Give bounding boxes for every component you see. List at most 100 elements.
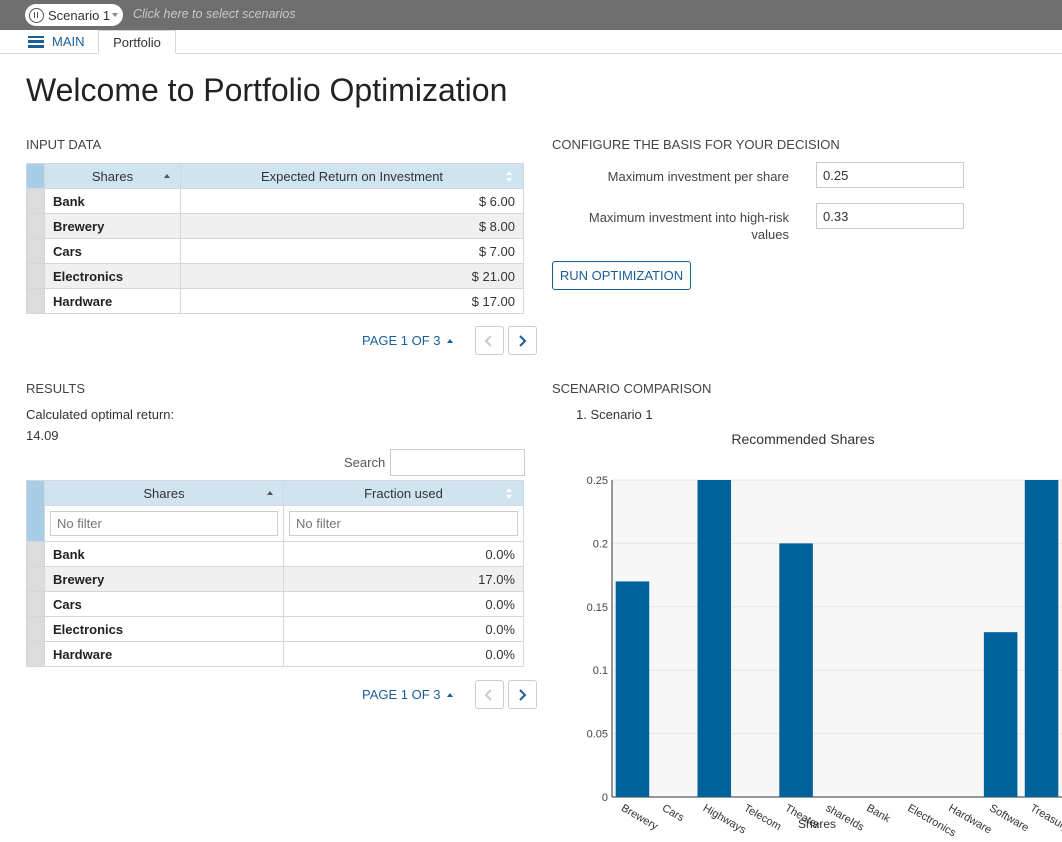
column-header-label: Shares xyxy=(91,168,134,184)
share-name: Electronics xyxy=(44,263,181,289)
table-row[interactable]: Electronics 0.0% xyxy=(26,616,524,642)
bar-brewery xyxy=(615,581,650,797)
sort-ascending-icon xyxy=(164,174,170,178)
fraction-used: 0.0% xyxy=(283,641,524,667)
share-return: $ 8.00 xyxy=(180,213,524,239)
table-row[interactable]: Bank 0.0% xyxy=(26,541,524,567)
max-high-risk-label-line2: values xyxy=(751,227,789,242)
x-tick-label: Treasury xyxy=(1028,802,1062,834)
fraction-used: 0.0% xyxy=(283,591,524,617)
row-header xyxy=(26,566,45,592)
shares-filter-input[interactable] xyxy=(50,511,278,536)
share-name: Brewery xyxy=(44,566,284,592)
max-high-risk-label-line1: Maximum investment into high-risk xyxy=(588,210,789,225)
filter-cell xyxy=(283,505,524,542)
max-per-share-label: Maximum investment per share xyxy=(607,169,789,184)
filter-row xyxy=(27,505,524,542)
prev-page-button[interactable] xyxy=(474,680,504,709)
y-tick-label: 0 xyxy=(602,792,608,804)
share-return: $ 21.00 xyxy=(180,263,524,289)
main-menu-button[interactable]: MAIN xyxy=(28,34,85,49)
table-header-row: Shares Fraction used xyxy=(26,480,524,542)
run-optimization-button[interactable]: RUN OPTIMIZATION xyxy=(552,261,691,290)
column-header-label: Fraction used xyxy=(364,485,443,501)
table-row[interactable]: Brewery 17.0% xyxy=(26,566,524,592)
row-header-corner xyxy=(26,163,45,189)
bar-treasury xyxy=(1024,480,1059,797)
select-scenarios-hint[interactable]: Click here to select scenarios xyxy=(133,7,296,21)
table-row[interactable]: Brewery $ 8.00 xyxy=(26,213,524,239)
page-title: Welcome to Portfolio Optimization xyxy=(26,72,508,108)
row-header xyxy=(26,238,45,264)
row-header xyxy=(26,213,45,239)
chevron-down-icon xyxy=(112,13,118,17)
scenario-icon xyxy=(29,7,44,23)
column-header-shares[interactable]: Shares xyxy=(44,480,284,506)
y-tick-label: 0.2 xyxy=(593,538,608,550)
chevron-left-icon xyxy=(484,688,492,701)
optimal-return-value: 14.09 xyxy=(26,428,59,443)
share-name: Electronics xyxy=(44,616,284,642)
prev-page-button[interactable] xyxy=(474,326,504,355)
share-return: $ 7.00 xyxy=(180,238,524,264)
row-header xyxy=(26,541,45,567)
max-high-risk-input[interactable] xyxy=(816,203,964,229)
share-name: Hardware xyxy=(44,641,284,667)
recommended-shares-chart: Recommended Shares 0 0.05 0.1 0.15 0.2 0.25 Bre… xyxy=(587,431,1062,840)
sort-ascending-icon xyxy=(267,491,273,495)
table-row[interactable]: Hardware $ 17.00 xyxy=(26,288,524,314)
column-header-fraction[interactable]: Fraction used xyxy=(283,480,524,506)
y-tick-label: 0.15 xyxy=(587,602,608,614)
x-tick-label: Cars xyxy=(660,802,687,824)
filter-cell xyxy=(44,505,284,542)
fraction-used: 0.0% xyxy=(283,541,524,567)
tab-portfolio[interactable]: Portfolio xyxy=(98,30,176,54)
chevron-right-icon xyxy=(519,688,527,701)
fraction-filter-input[interactable] xyxy=(289,511,518,536)
bar-theater xyxy=(779,543,813,797)
share-return: $ 6.00 xyxy=(180,188,524,214)
column-header-shares[interactable]: Shares xyxy=(44,163,181,189)
table-row[interactable]: Cars 0.0% xyxy=(26,591,524,617)
column-header-return[interactable]: Expected Return on Investment xyxy=(180,163,524,189)
row-header xyxy=(26,263,45,289)
table-row[interactable]: Bank $ 6.00 xyxy=(26,188,524,214)
page-indicator[interactable]: PAGE 1 OF 3 xyxy=(362,333,441,348)
y-tick-label: 0.05 xyxy=(587,729,608,741)
x-tick-label: Brewery xyxy=(619,802,660,833)
table-row[interactable]: Electronics $ 21.00 xyxy=(26,263,524,289)
max-per-share-input[interactable] xyxy=(816,162,964,188)
search-input[interactable] xyxy=(390,449,525,476)
x-axis-label: Shares xyxy=(798,817,836,831)
table-row[interactable]: Cars $ 7.00 xyxy=(26,238,524,264)
share-name: Brewery xyxy=(44,213,181,239)
bar-highways xyxy=(697,480,732,797)
share-name: Cars xyxy=(44,238,181,264)
top-bar: Scenario 1 Click here to select scenario… xyxy=(0,0,1062,30)
row-header xyxy=(26,616,45,642)
share-name: Bank xyxy=(44,541,284,567)
main-tab-label: MAIN xyxy=(52,34,85,49)
fraction-used: 17.0% xyxy=(283,566,524,592)
row-header xyxy=(26,188,45,214)
input-data-pager: PAGE 1 OF 3 xyxy=(362,326,537,355)
results-title: RESULTS xyxy=(26,381,85,396)
page-indicator[interactable]: PAGE 1 OF 3 xyxy=(362,687,441,702)
share-name: Hardware xyxy=(44,288,181,314)
chart-title: Recommended Shares xyxy=(731,431,874,447)
input-data-title: INPUT DATA xyxy=(26,137,102,152)
sort-icon xyxy=(506,171,513,182)
next-page-button[interactable] xyxy=(507,326,537,355)
next-page-button[interactable] xyxy=(507,680,537,709)
caret-up-icon xyxy=(446,338,453,343)
results-pager: PAGE 1 OF 3 xyxy=(362,680,537,709)
caret-up-icon xyxy=(446,692,453,697)
chevron-left-icon xyxy=(484,334,492,347)
tab-bar: MAIN Portfolio xyxy=(0,30,1062,54)
column-header-label: Expected Return on Investment xyxy=(260,168,444,184)
x-tick-label: Software xyxy=(987,802,1031,834)
scenario-selector[interactable]: Scenario 1 xyxy=(25,4,123,26)
table-row[interactable]: Hardware 0.0% xyxy=(26,641,524,667)
scenario-label: Scenario 1 xyxy=(48,7,111,23)
share-name: Cars xyxy=(44,591,284,617)
